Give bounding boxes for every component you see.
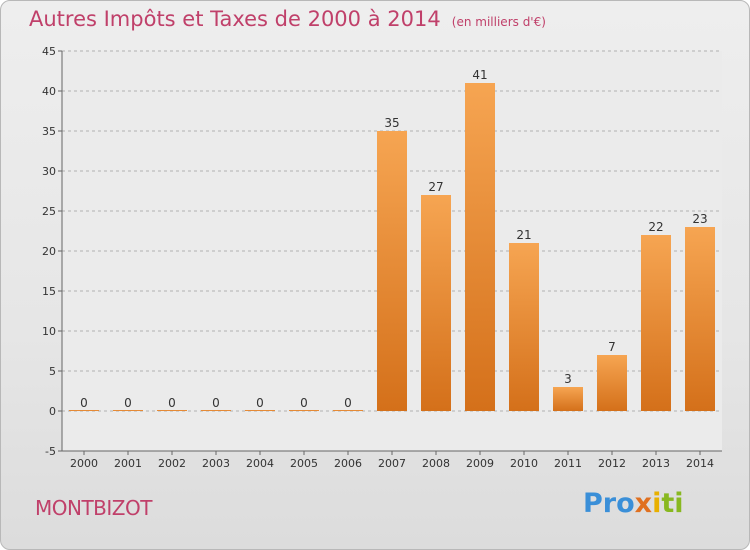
data-label: 23 [692,212,707,226]
data-label: 41 [472,68,487,82]
data-label: 35 [384,116,399,130]
data-label: 0 [344,396,352,410]
y-tick-label: 0 [49,405,56,418]
data-label: 0 [124,396,132,410]
chart-title: Autres Impôts et Taxes de 2000 à 2014 [29,7,441,31]
x-tick-label: 2012 [598,457,626,470]
data-label: 0 [168,396,176,410]
bar [509,243,539,411]
bar [465,83,495,411]
y-tick-label: 35 [42,125,56,138]
bar [685,227,715,411]
logo-part-2: x [634,488,653,519]
bar [421,195,451,411]
x-tick-label: 2001 [114,457,142,470]
bar [641,235,671,411]
x-tick-label: 2011 [554,457,582,470]
x-tick-label: 2004 [246,457,274,470]
commune-name: MONTBIZOT [35,496,152,520]
y-tick-label: 30 [42,165,56,178]
bar [113,410,143,411]
bar [289,410,319,411]
bar [553,387,583,411]
y-tick-label: 20 [42,245,56,258]
data-label: 0 [212,396,220,410]
data-label: 0 [300,396,308,410]
x-tick-label: 2007 [378,457,406,470]
bar [333,410,363,411]
y-tick-label: -5 [45,445,56,458]
data-label: 27 [428,180,443,194]
x-tick-label: 2006 [334,457,362,470]
y-tick-label: 45 [42,45,56,58]
x-tick-label: 2014 [686,457,714,470]
data-label: 3 [564,372,572,386]
bar [69,410,99,411]
chart-unit: (en milliers d'€) [451,15,546,29]
x-tick-label: 2009 [466,457,494,470]
data-label: 0 [256,396,264,410]
bar [157,410,187,411]
y-tick-label: 15 [42,285,56,298]
logo-part-3: i [652,488,662,519]
y-tick-label: 40 [42,85,56,98]
title-row: Autres Impôts et Taxes de 2000 à 2014 (e… [29,7,546,31]
x-tick-label: 2008 [422,457,450,470]
x-tick-label: 2005 [290,457,318,470]
data-label: 22 [648,220,663,234]
bar [245,410,275,411]
logo-part-4: ti [661,488,684,519]
proxiti-logo: Proxiti [583,488,684,519]
logo-part-1: Pro [583,488,635,519]
data-label: 0 [80,396,88,410]
x-tick-label: 2013 [642,457,670,470]
x-tick-label: 2002 [158,457,186,470]
data-label: 21 [516,228,531,242]
bar [597,355,627,411]
y-tick-label: 5 [49,365,56,378]
data-label: 7 [608,340,616,354]
bar [377,131,407,411]
y-tick-label: 25 [42,205,56,218]
y-tick-label: 10 [42,325,56,338]
x-tick-label: 2000 [70,457,98,470]
bar [201,410,231,411]
x-tick-label: 2003 [202,457,230,470]
x-tick-label: 2010 [510,457,538,470]
